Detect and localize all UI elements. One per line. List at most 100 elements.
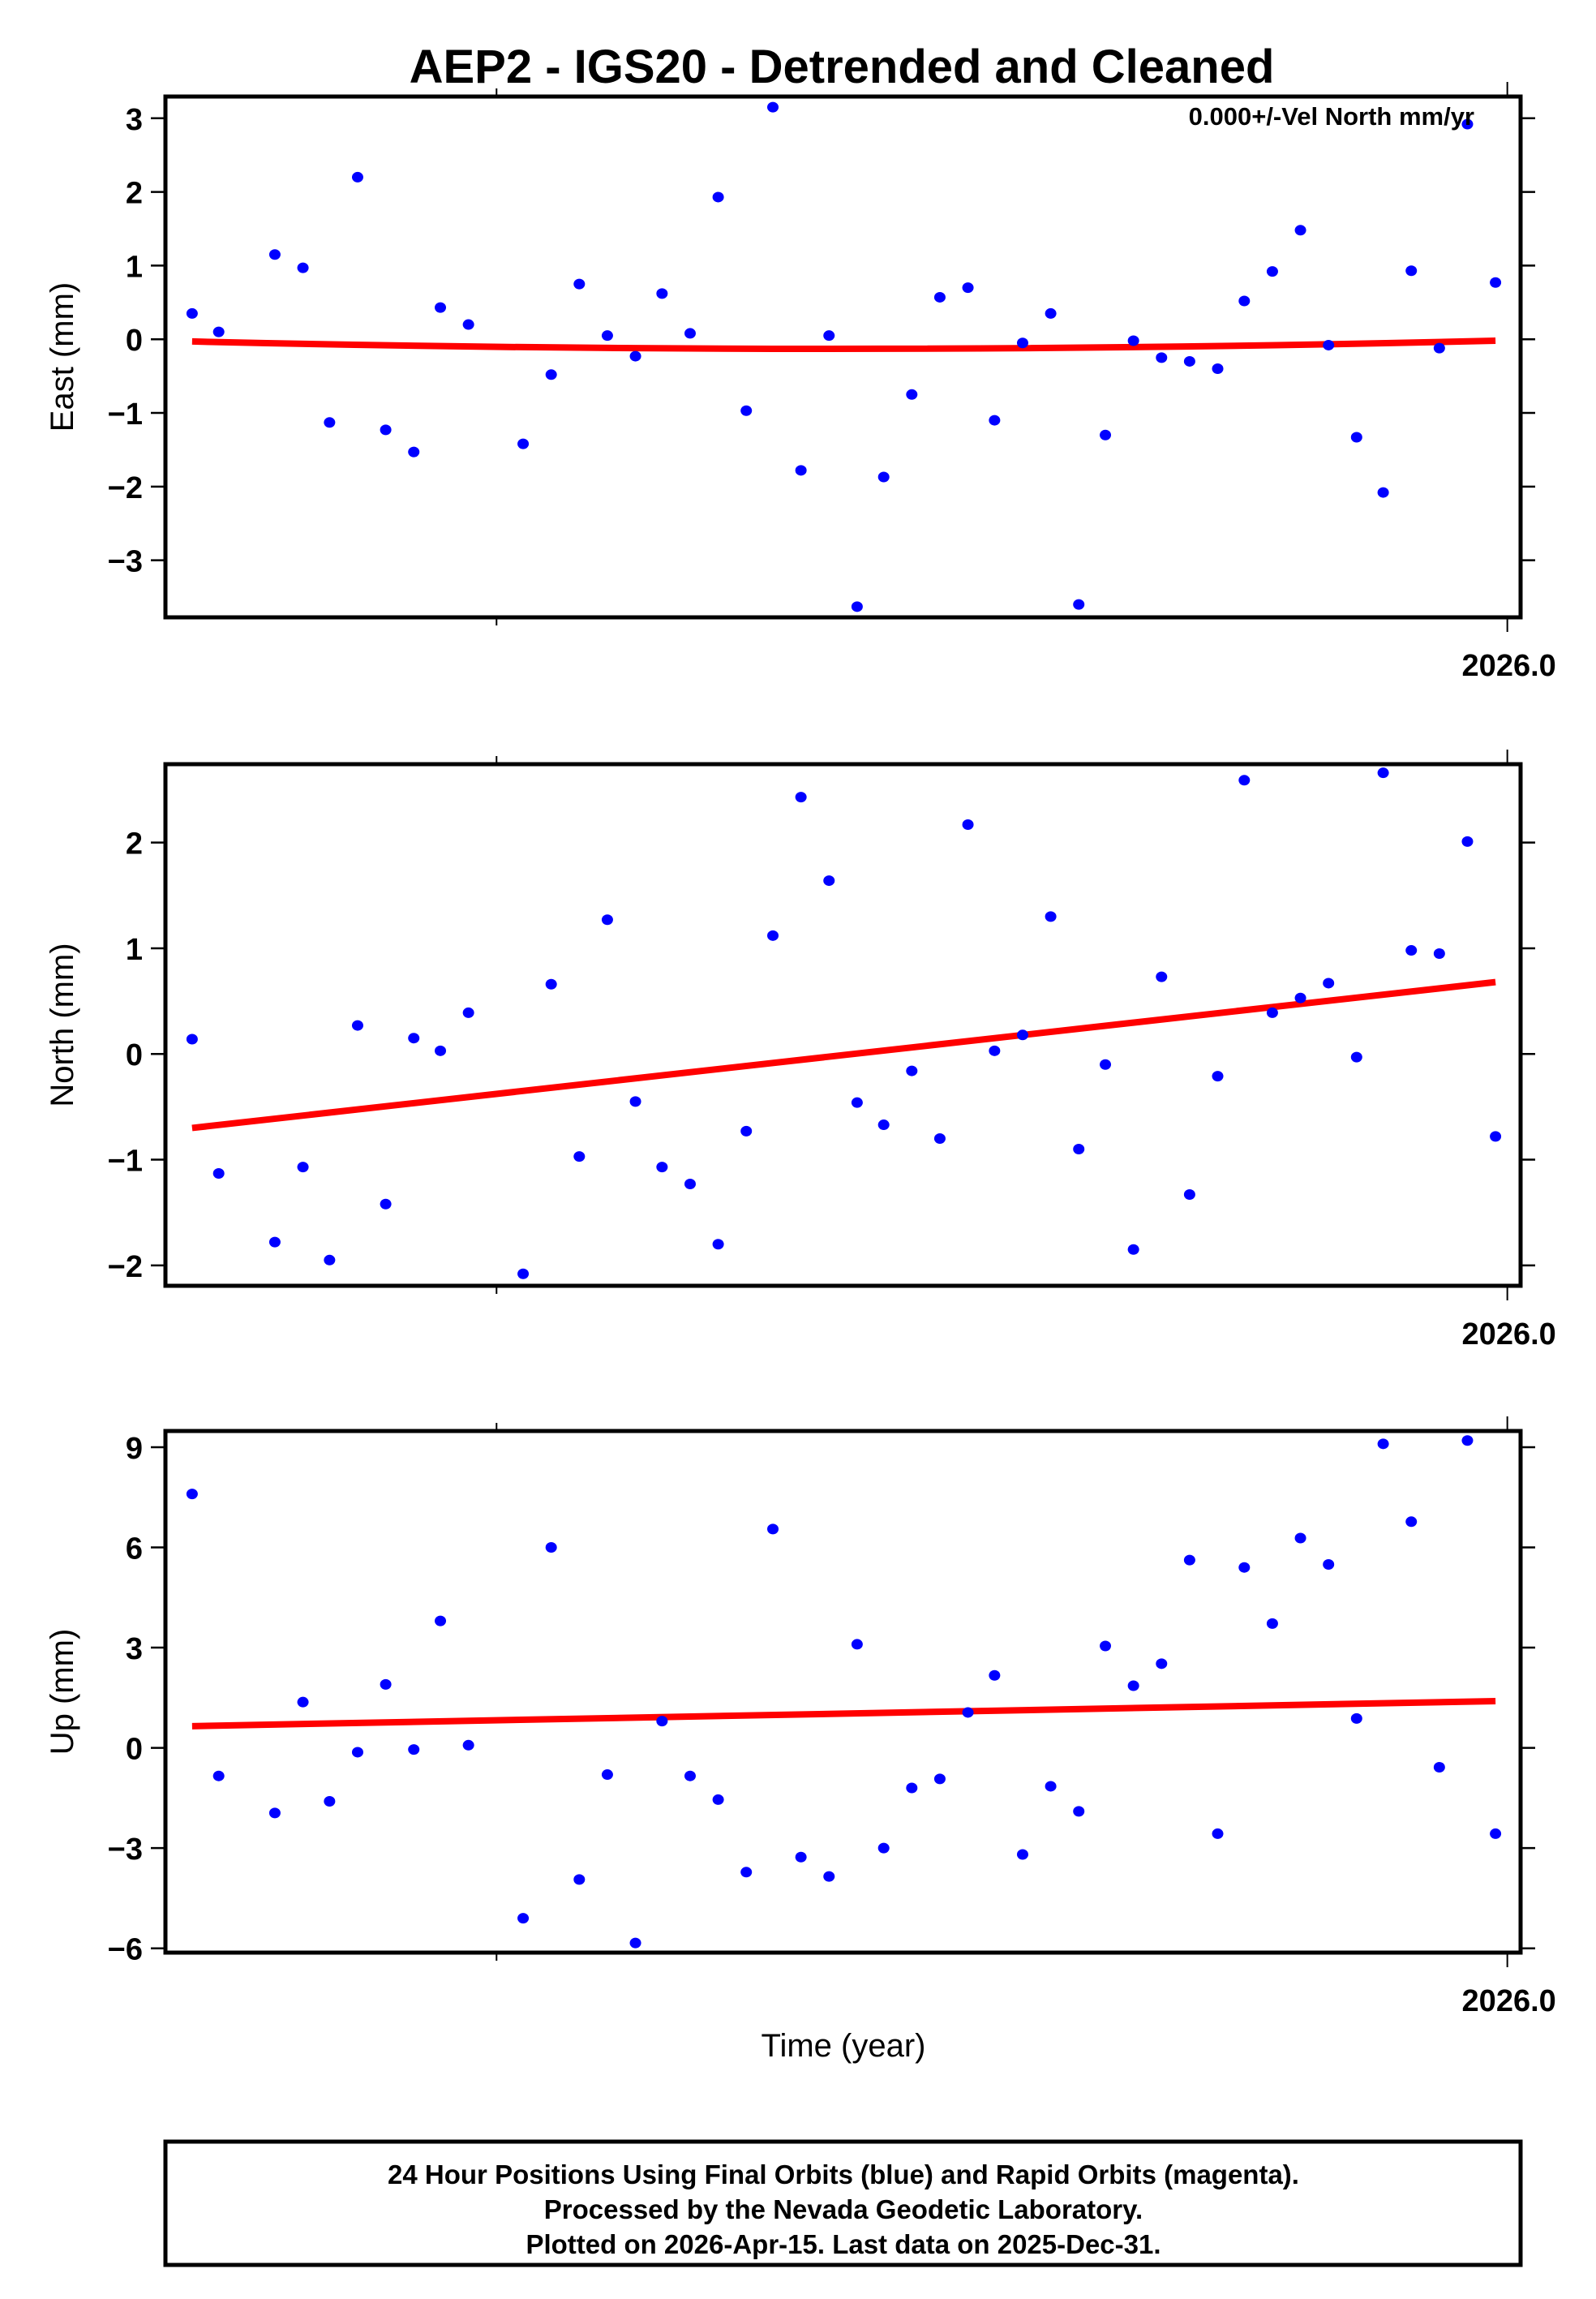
- data-point: [601, 330, 613, 342]
- data-point: [1045, 1781, 1057, 1792]
- plot-frame: [163, 94, 1523, 620]
- data-point: [601, 914, 613, 926]
- data-point: [740, 1867, 753, 1878]
- data-point: [1433, 342, 1445, 354]
- data-point: [351, 1747, 363, 1758]
- data-point: [186, 1489, 198, 1500]
- data-point: [297, 1162, 309, 1173]
- data-point: [906, 389, 918, 400]
- data-point: [851, 1097, 863, 1108]
- trend-fit-line: [191, 337, 1496, 353]
- data-point: [517, 438, 530, 449]
- data-point: [1377, 487, 1389, 498]
- data-point: [684, 328, 696, 339]
- data-point: [823, 1871, 835, 1882]
- data-point: [1323, 1559, 1335, 1571]
- data-point: [1294, 992, 1306, 1003]
- data-point: [684, 1770, 696, 1781]
- data-point: [212, 1167, 225, 1179]
- data-point: [1266, 1618, 1278, 1629]
- y-tick-label: 3: [126, 103, 143, 137]
- data-point: [1073, 1806, 1085, 1817]
- data-point: [1212, 1071, 1224, 1082]
- data-point: [351, 1020, 363, 1031]
- data-point: [1461, 836, 1474, 847]
- data-point: [351, 171, 363, 183]
- data-point: [1045, 911, 1057, 922]
- data-point: [877, 1119, 890, 1131]
- plot-frame: [163, 1429, 1523, 1955]
- data-point: [186, 307, 198, 319]
- y-tick-label: −2: [108, 1250, 143, 1284]
- trend-fit-line: [191, 978, 1496, 1132]
- data-point: [933, 1773, 946, 1785]
- data-point: [656, 288, 668, 299]
- north-panel: 2 1 0 −1 −2 2026.0 North (mm): [45, 750, 1556, 1351]
- data-point: [186, 1033, 198, 1045]
- data-point: [877, 471, 890, 483]
- data-point: [962, 819, 974, 831]
- x-tick-label: 2026.0: [1462, 1317, 1556, 1351]
- data-point: [545, 978, 557, 990]
- x-tick-label: 2026.0: [1462, 1984, 1556, 2018]
- data-point: [629, 1096, 641, 1107]
- data-point: [573, 278, 586, 290]
- x-axis-label: Time (year): [762, 2028, 926, 2064]
- data-point: [1100, 1059, 1112, 1070]
- data-point: [684, 1178, 696, 1189]
- data-point: [962, 1707, 974, 1718]
- data-point: [380, 1198, 392, 1210]
- footer-box: [163, 2139, 1523, 2267]
- data-point: [268, 1807, 281, 1819]
- data-point: [435, 1045, 447, 1056]
- data-point: [1073, 1144, 1085, 1155]
- y-tick-label: 1: [126, 933, 143, 967]
- data-point: [1127, 1244, 1139, 1255]
- data-point: [268, 249, 281, 260]
- y-tick-label: 9: [126, 1432, 143, 1466]
- data-point: [1238, 295, 1251, 307]
- data-point: [823, 330, 835, 342]
- data-point: [1127, 335, 1139, 346]
- data-point: [1405, 265, 1418, 277]
- data-point: [906, 1065, 918, 1076]
- data-point: [851, 601, 863, 612]
- y-tick-label: −1: [108, 1145, 143, 1179]
- y-tick-label: −3: [108, 545, 143, 579]
- data-point: [906, 1782, 918, 1794]
- data-point: [795, 1851, 807, 1863]
- data-point: [1156, 352, 1168, 363]
- data-point: [1183, 1189, 1195, 1201]
- data-point: [1350, 1712, 1362, 1724]
- data-point: [324, 417, 336, 428]
- plot-frame: [163, 762, 1523, 1288]
- data-point: [462, 1739, 474, 1751]
- data-point: [408, 1033, 420, 1044]
- east-panel: 3 2 1 0 −1 −2 −3 2026.0 East (mm): [45, 82, 1556, 683]
- data-point: [324, 1254, 336, 1266]
- data-point: [1461, 118, 1474, 130]
- data-point: [629, 1937, 641, 1949]
- data-point: [435, 302, 447, 313]
- data-point: [1156, 1658, 1168, 1669]
- data-point: [1016, 1029, 1028, 1041]
- data-point: [545, 369, 557, 380]
- data-point: [1433, 1761, 1445, 1773]
- data-point: [1073, 599, 1085, 610]
- data-point: [1350, 432, 1362, 443]
- data-point: [573, 1874, 586, 1885]
- data-point: [1294, 1532, 1306, 1544]
- data-point: [408, 446, 420, 458]
- footer-line-3: Plotted on 2026-Apr-15. Last data on 202…: [526, 2229, 1161, 2259]
- data-point: [1323, 339, 1335, 350]
- data-point: [1405, 945, 1418, 956]
- data-point: [989, 1669, 1001, 1681]
- data-point: [1294, 225, 1306, 236]
- data-point: [1183, 1554, 1195, 1566]
- data-point: [408, 1744, 420, 1755]
- y-tick-label: 0: [126, 1038, 143, 1072]
- data-point: [1433, 948, 1445, 959]
- data-point: [1238, 1562, 1251, 1573]
- data-point: [989, 1045, 1001, 1056]
